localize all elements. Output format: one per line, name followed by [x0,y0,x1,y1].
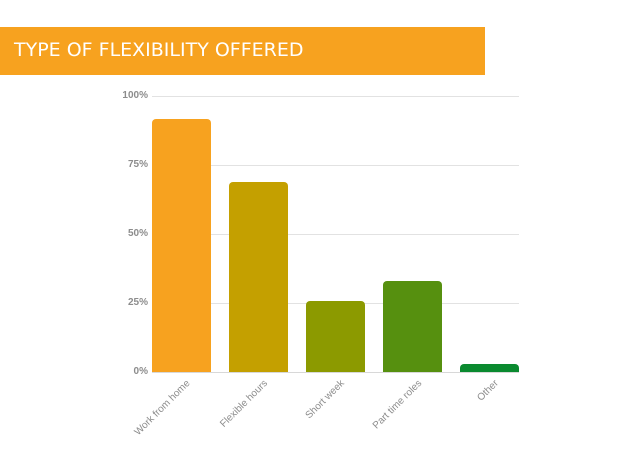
gridline-50 [152,234,519,235]
ytick-75: 75% [127,159,148,170]
bar-part-time-roles [383,281,442,372]
bar-other [460,363,519,372]
title-banner: TYPE OF FLEXIBILITY OFFERED [0,27,485,75]
x-label: Flexible hours [217,378,270,430]
ytick-0: 0% [133,366,148,377]
bar-short-week [306,300,365,372]
baseline [152,372,519,373]
ytick-50: 50% [127,228,148,239]
ytick-100: 100% [122,90,148,101]
bar-work-from-home [152,119,211,372]
gridline-75 [152,165,519,166]
ytick-25: 25% [127,297,148,308]
x-label: Part time roles [370,378,424,432]
gridline-100 [152,96,519,97]
chart-title: TYPE OF FLEXIBILITY OFFERED [14,39,304,61]
bar-flexible-hours [229,182,288,372]
x-label: Short week [303,378,347,422]
x-label: Other [475,378,501,404]
x-label: Work from home [132,378,193,438]
